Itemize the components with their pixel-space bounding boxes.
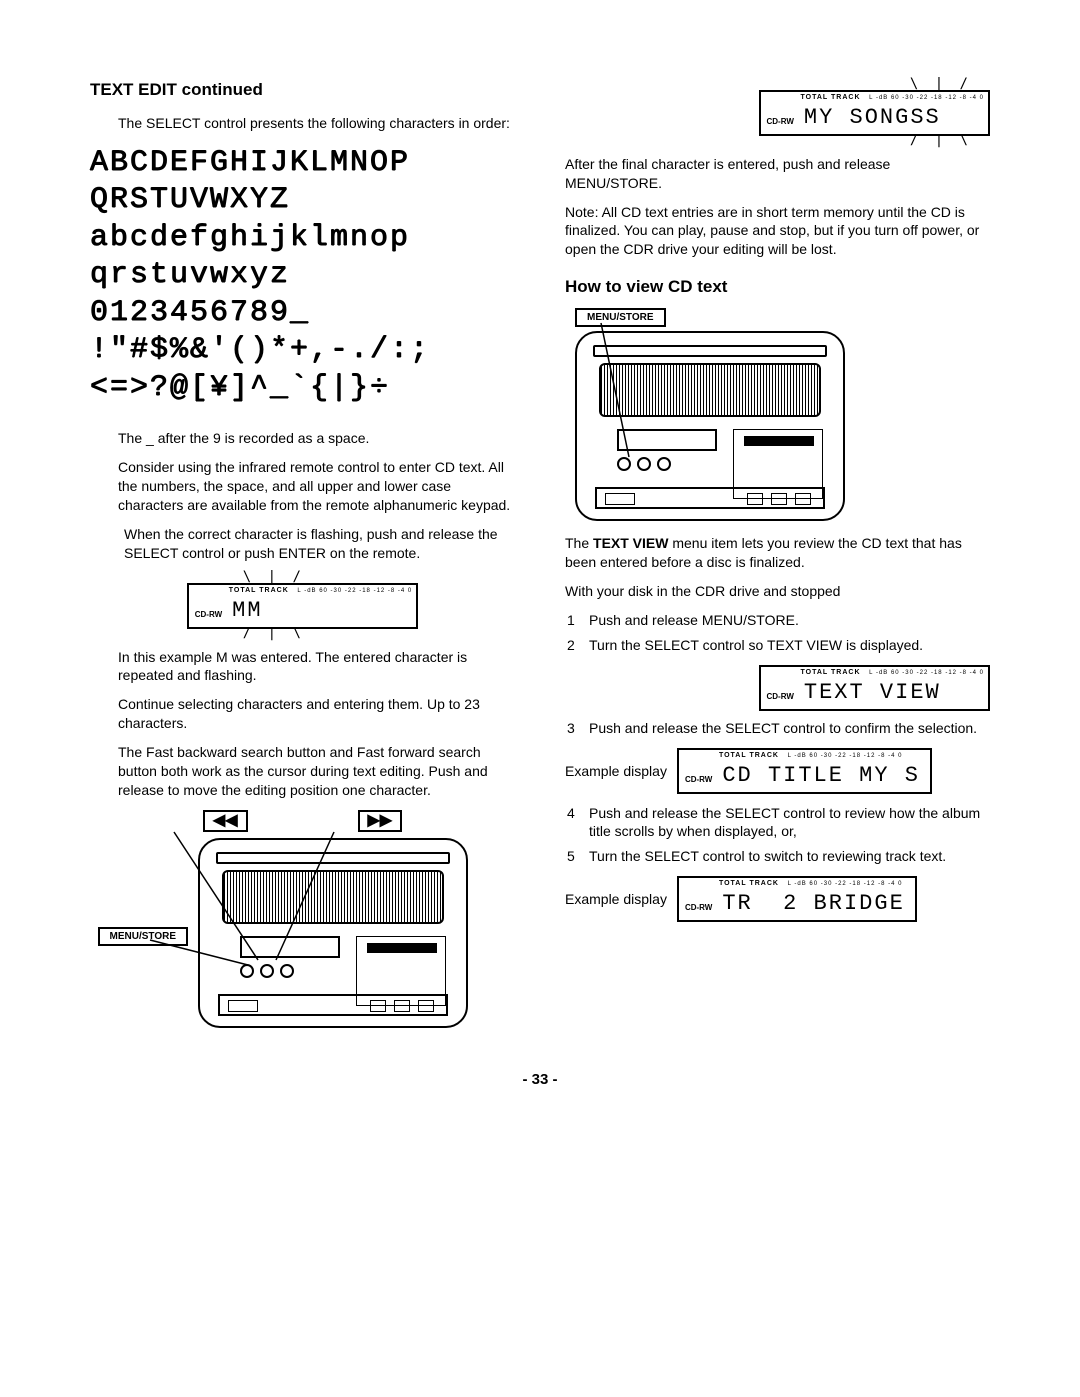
lcd-main-text: MM (228, 598, 266, 625)
page-number: - 33 - (90, 1071, 990, 1088)
lcd-figure-mysongs: \ | / TOTAL TRACK L -dB 60 -30 -22 -18 -… (565, 80, 990, 147)
cursor-note: The Fast backward search button and Fast… (90, 743, 515, 800)
lcd-main-text: CD TITLE MY S (718, 763, 924, 790)
lcd-total-track-label: TOTAL TRACK (801, 669, 861, 676)
step-item: 1Push and release MENU/STORE. (589, 611, 990, 630)
lcd-cdrw-label: CD-RW (767, 692, 794, 707)
lcd-main-text: TR 2 BRIDGE (718, 891, 908, 918)
step-item: 2Turn the SELECT control so TEXT VIEW is… (589, 636, 990, 655)
intro-text: The SELECT control presents the followin… (90, 114, 515, 133)
section-heading: TEXT EDIT continued (90, 80, 515, 100)
example-display-row: Example display TOTAL TRACK L -dB 60 -30… (565, 748, 990, 794)
charset-line: QRSTUVWXYZ (90, 182, 515, 220)
step-item: 5Turn the SELECT control to switch to re… (589, 847, 990, 866)
space-note: The _ after the 9 is recorded as a space… (90, 429, 515, 448)
lcd-meter-scale: L -dB 60 -30 -22 -18 -12 -8 -4 0 (788, 753, 903, 759)
lcd-meter-scale: L -dB 60 -30 -22 -18 -12 -8 -4 0 (297, 588, 412, 594)
lcd-meter-scale: L -dB 60 -30 -22 -18 -12 -8 -4 0 (788, 881, 903, 887)
mm-caption: In this example M was entered. The enter… (90, 648, 515, 686)
charset-line: ABCDEFGHIJKLMNOP (90, 145, 515, 183)
continue-note: Continue selecting characters and enteri… (90, 695, 515, 733)
textview-intro: The TEXT VIEW menu item lets you review … (565, 534, 990, 572)
lcd-total-track-label: TOTAL TRACK (719, 880, 779, 887)
lcd-main-text: TEXT VIEW (800, 680, 945, 707)
lcd-total-track-label: TOTAL TRACK (229, 587, 289, 594)
enter-note: When the correct character is flashing, … (90, 525, 515, 563)
rewind-button-callout: ◀◀ (203, 810, 248, 832)
menustore-button-callout: MENU/STORE (98, 927, 189, 946)
device-figure-cursor: ◀◀ ▶▶ MENU/STORE (90, 810, 515, 1031)
lcd-total-track-label: TOTAL TRACK (801, 94, 861, 101)
charset-line: qrstuvwxyz (90, 257, 515, 295)
step-item: 3Push and release the SELECT control to … (589, 719, 990, 738)
step-item: 4Push and release the SELECT control to … (589, 804, 990, 842)
lcd-cdrw-label: CD-RW (767, 117, 794, 132)
remote-note: Consider using the infrared remote contr… (90, 458, 515, 515)
textview-bold: TEXT VIEW (593, 535, 668, 551)
memory-note: Note: All CD text entries are in short t… (565, 203, 990, 260)
example-label: Example display (565, 762, 667, 780)
charset-line: 0123456789_ (90, 295, 515, 333)
lcd-meter-scale: L -dB 60 -30 -22 -18 -12 -8 -4 0 (869, 95, 984, 101)
after-final-note: After the final character is entered, pu… (565, 155, 990, 193)
character-set-display: ABCDEFGHIJKLMNOP QRSTUVWXYZ abcdefghijkl… (90, 145, 515, 408)
charset-line: <=>?@[¥]^_`{|}÷ (90, 370, 515, 408)
device-body (198, 838, 468, 1028)
menustore-button-callout: MENU/STORE (575, 308, 666, 327)
lcd-total-track-label: TOTAL TRACK (719, 752, 779, 759)
lcd-cdrw-label: CD-RW (195, 610, 222, 625)
lcd-figure-textview: TOTAL TRACK L -dB 60 -30 -22 -18 -12 -8 … (565, 665, 990, 711)
lcd-meter-scale: L -dB 60 -30 -22 -18 -12 -8 -4 0 (869, 670, 984, 676)
left-column: TEXT EDIT continued The SELECT control p… (90, 80, 515, 1041)
subsection-heading: How to view CD text (565, 277, 990, 297)
lcd-cdrw-label: CD-RW (685, 775, 712, 790)
device-figure-menustore: MENU/STORE (565, 307, 990, 524)
example-label: Example display (565, 890, 667, 908)
manual-page: TEXT EDIT continued The SELECT control p… (0, 0, 1080, 1128)
right-column: \ | / TOTAL TRACK L -dB 60 -30 -22 -18 -… (565, 80, 990, 1041)
device-body (575, 331, 845, 521)
with-disk-note: With your disk in the CDR drive and stop… (565, 582, 990, 601)
charset-line: !"#$%&'()*+,-./:; (90, 332, 515, 370)
charset-line: abcdefghijklmnop (90, 220, 515, 258)
lcd-cdrw-label: CD-RW (685, 903, 712, 918)
fastforward-button-callout: ▶▶ (358, 810, 403, 832)
lcd-figure-mm: \ | / TOTAL TRACK L -dB 60 -30 -22 -18 -… (90, 573, 515, 640)
lcd-main-text: MY SONGSS (800, 105, 945, 132)
example-display-row: Example display TOTAL TRACK L -dB 60 -30… (565, 876, 990, 922)
